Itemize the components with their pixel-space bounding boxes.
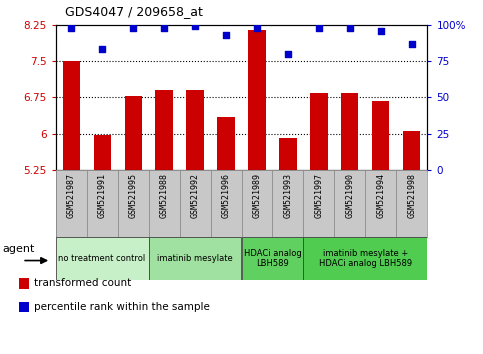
- Bar: [186, 90, 203, 354]
- Bar: [19, 278, 29, 289]
- Text: GSM521991: GSM521991: [98, 173, 107, 218]
- Point: [98, 47, 106, 52]
- Text: transformed count: transformed count: [34, 279, 131, 289]
- Bar: [211, 170, 242, 237]
- Bar: [117, 170, 149, 237]
- Bar: [156, 90, 172, 354]
- Text: imatinib mesylate +
HDACi analog LBH589: imatinib mesylate + HDACi analog LBH589: [319, 249, 412, 268]
- Point: [253, 25, 261, 30]
- Point: [222, 32, 230, 38]
- Text: GSM521997: GSM521997: [314, 173, 324, 218]
- Bar: [366, 170, 397, 237]
- Bar: [341, 92, 358, 354]
- Point: [408, 41, 416, 46]
- Bar: [86, 170, 117, 237]
- Bar: [56, 170, 86, 237]
- Bar: [94, 135, 111, 354]
- Bar: [180, 170, 211, 237]
- Bar: [303, 170, 334, 237]
- Text: GSM521990: GSM521990: [345, 173, 355, 218]
- Bar: [372, 101, 389, 354]
- Point: [346, 25, 354, 30]
- Text: GSM521987: GSM521987: [67, 173, 75, 218]
- Text: GSM521993: GSM521993: [284, 173, 293, 218]
- Bar: [272, 170, 303, 237]
- Bar: [334, 170, 366, 237]
- Text: no treatment control: no treatment control: [58, 254, 146, 263]
- Bar: [311, 92, 327, 354]
- Text: GSM521995: GSM521995: [128, 173, 138, 218]
- Text: HDACi analog
LBH589: HDACi analog LBH589: [243, 249, 301, 268]
- Bar: [403, 131, 421, 354]
- Bar: [217, 117, 235, 354]
- Text: imatinib mesylate: imatinib mesylate: [157, 254, 233, 263]
- Point: [160, 25, 168, 30]
- Text: GSM521988: GSM521988: [159, 173, 169, 218]
- Bar: [303, 237, 427, 280]
- Text: GSM521994: GSM521994: [376, 173, 385, 218]
- Text: GSM521992: GSM521992: [190, 173, 199, 218]
- Bar: [149, 170, 180, 237]
- Text: GSM521996: GSM521996: [222, 173, 230, 218]
- Point: [191, 23, 199, 29]
- Bar: [242, 170, 272, 237]
- Text: agent: agent: [3, 244, 35, 254]
- Point: [129, 25, 137, 30]
- Point: [67, 25, 75, 30]
- Bar: [280, 137, 297, 354]
- Bar: [248, 30, 266, 354]
- Point: [315, 25, 323, 30]
- Bar: [397, 170, 427, 237]
- Point: [284, 51, 292, 57]
- Point: [377, 28, 385, 33]
- Text: GSM521998: GSM521998: [408, 173, 416, 218]
- Text: percentile rank within the sample: percentile rank within the sample: [34, 302, 210, 313]
- Bar: [242, 237, 303, 280]
- Bar: [125, 96, 142, 354]
- Bar: [149, 237, 242, 280]
- Text: GSM521989: GSM521989: [253, 173, 261, 218]
- Text: GDS4047 / 209658_at: GDS4047 / 209658_at: [65, 5, 203, 18]
- Bar: [62, 61, 80, 354]
- Bar: [19, 302, 29, 313]
- Bar: [56, 237, 149, 280]
